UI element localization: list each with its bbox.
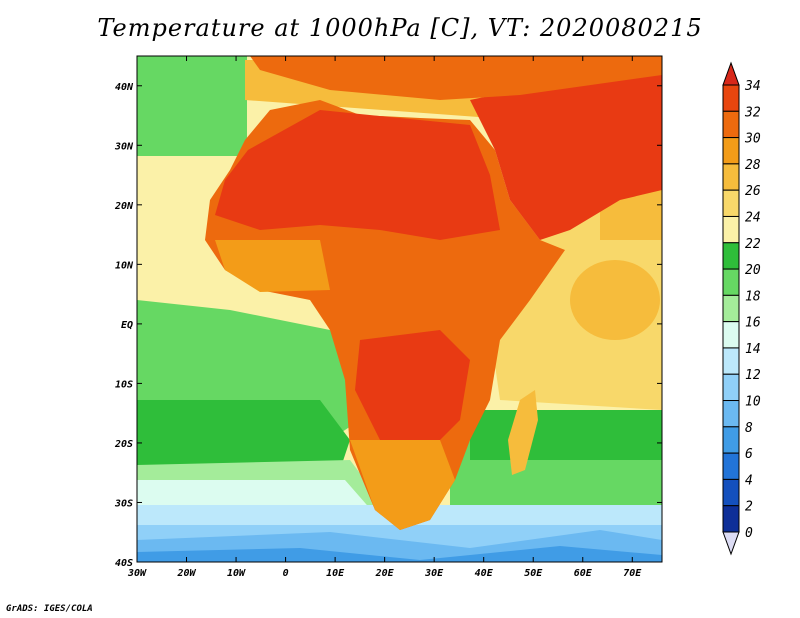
- madagascar: [508, 390, 538, 475]
- y-tick-label: 30S: [114, 498, 133, 509]
- colorbar-label: 22: [745, 237, 761, 252]
- ocean-indian-green-dark: [470, 410, 662, 460]
- colorbar-segment: [722, 373, 740, 402]
- x-tick-label: 40E: [475, 568, 494, 579]
- colorbar-label: 16: [745, 316, 761, 331]
- x-tick-label: 20E: [375, 568, 395, 579]
- y-tick-label: 10S: [115, 379, 133, 390]
- colorbar-segment: [722, 268, 740, 296]
- credit-text: GrADS: IGES/COLA: [6, 604, 93, 614]
- chart-title: Temperature at 1000hPa [C], VT: 20200802…: [97, 14, 703, 42]
- y-tick-label: 20N: [114, 201, 134, 212]
- x-tick-label: 10E: [326, 568, 345, 579]
- x-tick-label: 60E: [574, 568, 593, 579]
- colorbar-segment: [722, 189, 740, 217]
- ocean-north-atlantic: [137, 56, 247, 156]
- africa-south-hot: [355, 330, 470, 460]
- x-tick-label: 30E: [424, 568, 444, 579]
- colorbar-segment: [722, 163, 740, 191]
- colorbar-label: 8: [745, 421, 753, 436]
- colorbar-label: 28: [745, 158, 761, 173]
- colorbar-label: 24: [745, 210, 761, 225]
- x-tick-label: 30W: [127, 568, 147, 579]
- colorbar-label: 18: [745, 289, 761, 304]
- ocean-indian-warm-core: [570, 260, 660, 340]
- x-tick-label: 20W: [176, 568, 196, 579]
- colorbar-top-arrow: [722, 61, 740, 86]
- ocean-southern-blue-4: [137, 546, 662, 562]
- colorbar-label: 6: [745, 447, 753, 462]
- colorbar-label: 30: [744, 132, 761, 147]
- y-tick-label: 10N: [115, 260, 134, 271]
- x-tick-label: 70E: [623, 568, 642, 579]
- colorbar-label: 2: [745, 500, 753, 515]
- colorbar-label: 26: [745, 184, 761, 199]
- colorbar-segment: [722, 137, 740, 165]
- colorbar-segment: [722, 452, 740, 480]
- colorbar-label: 0: [745, 526, 753, 541]
- colorbar-label: 14: [745, 342, 761, 357]
- colorbar-segment: [722, 294, 740, 323]
- colorbar-label: 10: [745, 395, 761, 410]
- colorbar-label: 12: [745, 368, 761, 383]
- colorbar-label: 32: [744, 105, 761, 120]
- colorbar-segment: [722, 400, 740, 428]
- colorbar-segment: [722, 84, 740, 112]
- y-tick-label: 40N: [115, 82, 134, 93]
- africa-west-coast-warm: [215, 240, 330, 292]
- x-tick-label: 0: [283, 568, 289, 579]
- y-tick-label: 40S: [115, 558, 133, 569]
- colorbar-label: 34: [744, 79, 761, 94]
- africa-southern-warm: [350, 440, 455, 530]
- y-tick-label: 20S: [114, 439, 133, 450]
- europe-north: [250, 56, 662, 100]
- colorbar-segment: [722, 321, 740, 349]
- colorbar-segment: [722, 215, 740, 244]
- map-frame: [136, 55, 663, 563]
- y-tick-label: EQ: [121, 320, 133, 331]
- x-axis-ticks: 30W 20W 10W 0 10E 20E 30E 40E 50E 60E 70E: [127, 56, 642, 579]
- colorbar-segment: [722, 505, 740, 533]
- colorbar-label: 20: [745, 263, 761, 278]
- colorbar-segment: [722, 478, 740, 507]
- colorbar-bottom-arrow: [722, 531, 740, 556]
- arabian-peninsula: [470, 60, 662, 240]
- x-tick-label: 50E: [524, 568, 543, 579]
- colorbar-segment: [722, 110, 740, 139]
- y-axis-ticks: 40N 30N 20N 10N EQ 10S 20S 30S 40S: [114, 82, 662, 569]
- y-tick-label: 30N: [114, 141, 134, 152]
- x-tick-label: 10W: [227, 568, 246, 579]
- colorbar-segment: [722, 242, 740, 270]
- africa-interior-hot: [215, 110, 500, 240]
- colorbar-segment: [722, 426, 740, 454]
- ocean-atlantic-green-dark: [137, 400, 350, 470]
- colorbar-segment: [722, 347, 740, 375]
- colorbar-label: 4: [745, 473, 753, 488]
